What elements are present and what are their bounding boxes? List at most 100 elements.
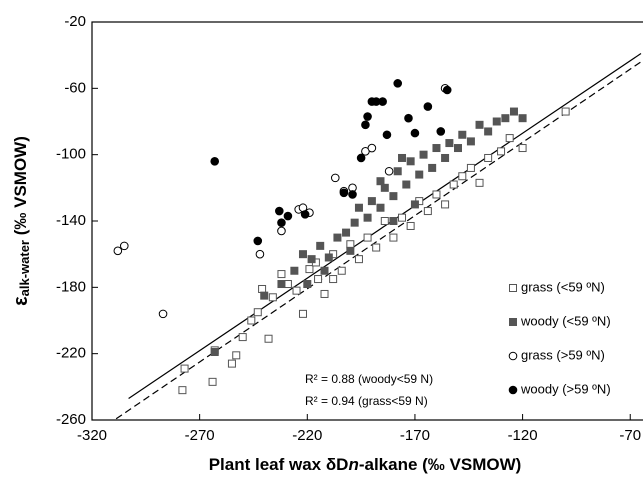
point — [432, 190, 441, 199]
point — [367, 197, 376, 206]
point — [210, 157, 220, 166]
point — [320, 289, 329, 298]
point — [258, 284, 267, 293]
x-tick-label: -270 — [185, 427, 215, 444]
point — [376, 203, 385, 212]
point — [380, 183, 389, 192]
point — [314, 275, 323, 284]
point — [432, 144, 441, 153]
point — [305, 265, 314, 274]
fit-line — [128, 53, 642, 399]
y-tick-label: -140 — [56, 212, 86, 229]
point — [466, 137, 475, 146]
point — [283, 211, 293, 221]
point — [406, 157, 415, 166]
legend-marker — [508, 351, 518, 361]
y-tick-label: -100 — [56, 146, 86, 163]
point — [410, 200, 419, 209]
y-label-part: ε — [10, 296, 32, 306]
point — [277, 280, 286, 289]
y-tick-label: -60 — [64, 79, 86, 96]
point — [253, 236, 263, 246]
plot-area — [113, 53, 642, 420]
point — [307, 255, 316, 264]
point — [442, 85, 452, 95]
point — [436, 127, 446, 136]
point — [268, 293, 277, 302]
point — [350, 218, 359, 227]
point — [466, 163, 475, 172]
point — [389, 192, 398, 201]
point — [275, 206, 284, 216]
point — [348, 190, 357, 199]
point — [277, 218, 286, 227]
point — [300, 210, 310, 219]
point — [208, 377, 217, 386]
point — [298, 250, 307, 259]
point — [382, 130, 392, 140]
point — [372, 243, 381, 252]
y-tick-label: -20 — [64, 13, 86, 30]
point — [180, 364, 189, 373]
point — [210, 348, 219, 357]
point — [253, 308, 262, 317]
point — [354, 203, 363, 212]
point — [277, 226, 286, 236]
point — [330, 173, 340, 183]
point — [404, 113, 413, 123]
point — [458, 130, 467, 139]
point — [441, 153, 450, 162]
point — [419, 150, 428, 159]
x-label-part: n — [348, 455, 358, 474]
point — [363, 233, 372, 242]
point — [484, 127, 493, 136]
y-label-part: (‰ VSMOW) — [11, 136, 30, 240]
x-tick-label: -170 — [400, 427, 430, 444]
point — [428, 163, 437, 172]
point — [264, 334, 273, 343]
annotation: R² = 0.94 (grass<59 N) — [305, 394, 428, 408]
legend-label: woody (>59 ºN) — [520, 381, 611, 396]
point — [363, 112, 372, 121]
y-tick-label: -220 — [56, 345, 86, 362]
y-tick-label: -180 — [56, 278, 86, 295]
point — [298, 309, 307, 318]
point — [398, 213, 407, 222]
x-label-part: Plant leaf wax δD — [209, 455, 349, 474]
point — [389, 217, 398, 225]
legend-label: grass (>59 ºN) — [521, 347, 605, 362]
point — [238, 333, 247, 342]
point — [398, 153, 407, 162]
point — [376, 177, 385, 186]
x-axis-label: Plant leaf wax δDn-alkane (‰ VSMOW) — [209, 455, 522, 474]
point — [445, 139, 454, 148]
point — [561, 107, 570, 116]
point — [333, 233, 342, 242]
y-axis-label: εalk-water (‰ VSMOW) — [10, 136, 32, 306]
x-tick-label: -70 — [619, 427, 641, 444]
point — [232, 351, 241, 360]
point — [367, 143, 377, 153]
legend-marker — [508, 385, 518, 395]
point — [402, 180, 411, 189]
legend-marker — [509, 284, 517, 292]
point — [497, 147, 506, 156]
point — [356, 153, 366, 163]
point — [380, 217, 389, 225]
legend-label: woody (<59 ºN) — [520, 313, 611, 328]
point — [342, 228, 351, 237]
point — [260, 291, 269, 300]
point — [458, 172, 467, 181]
point — [475, 120, 484, 129]
point — [303, 280, 312, 289]
annotation: R² = 0.88 (woody<59 N) — [305, 372, 433, 386]
point — [277, 270, 286, 279]
point — [119, 241, 129, 251]
point — [378, 97, 387, 106]
point — [389, 233, 398, 242]
fit-line — [113, 61, 642, 420]
x-tick-label: -320 — [77, 427, 107, 444]
point — [337, 266, 346, 275]
point — [384, 166, 394, 176]
